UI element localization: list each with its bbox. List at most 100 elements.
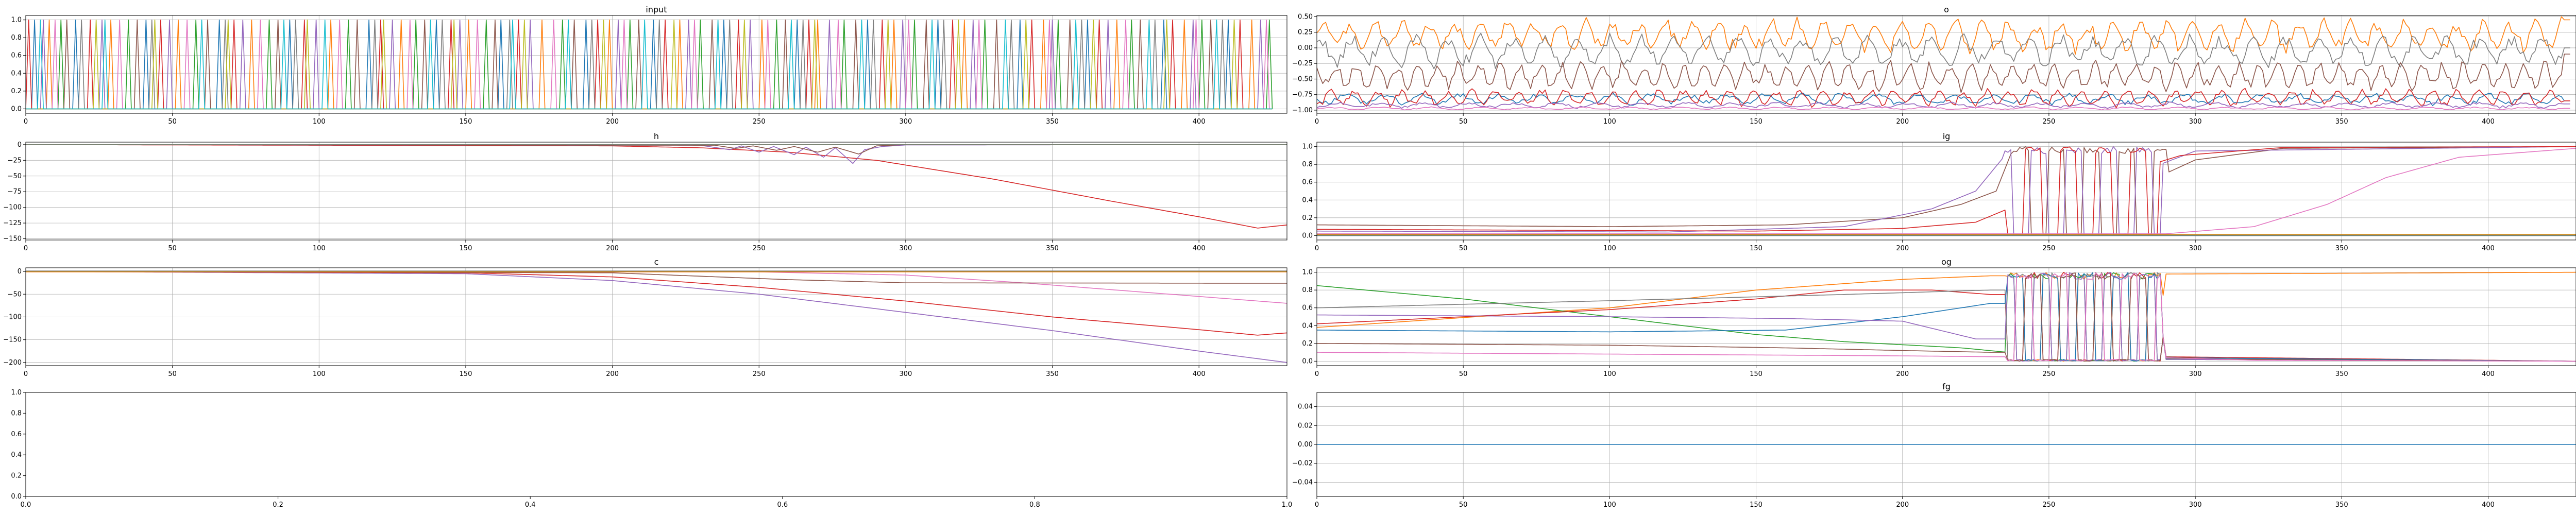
x-tick-label: 400 bbox=[1193, 370, 1206, 378]
series-group bbox=[1317, 146, 2576, 236]
series-line bbox=[26, 271, 1287, 284]
series-line bbox=[26, 19, 1273, 110]
y-tick-label: −0.50 bbox=[1292, 75, 1313, 83]
x-tick-label: 300 bbox=[2189, 118, 2202, 126]
series-group bbox=[1317, 16, 2570, 111]
x-tick-label: 1.0 bbox=[1282, 501, 1293, 509]
series-line bbox=[1317, 101, 2570, 109]
chart-title: fg bbox=[1942, 382, 1951, 391]
x-tick-label: 300 bbox=[2189, 245, 2202, 252]
x-tick-label: 0.0 bbox=[21, 501, 31, 509]
y-tick-label: 0 bbox=[18, 268, 22, 276]
y-tick-label: −0.75 bbox=[1292, 91, 1313, 99]
x-tick-label: 0.8 bbox=[1029, 501, 1040, 509]
subplot-h: 0 50 100 150 200 250 300 350 400 0 −25 −50 −75 −100 −1… bbox=[3, 131, 1287, 252]
x-tick-label: 350 bbox=[2335, 118, 2348, 126]
x-tick-label: 300 bbox=[899, 370, 912, 378]
y-tick-label: 0.6 bbox=[1302, 304, 1313, 312]
x-tick-label: 0 bbox=[24, 370, 28, 378]
series-line bbox=[1317, 88, 2570, 109]
y-tick-label: −50 bbox=[8, 290, 22, 298]
x-tick-label: 150 bbox=[1750, 501, 1762, 509]
y-tick-label: 0.00 bbox=[1298, 441, 1313, 449]
axes-frame bbox=[1316, 142, 2576, 241]
series-group bbox=[1317, 271, 2576, 362]
axes-frame bbox=[1316, 267, 2576, 366]
x-tick-label: 400 bbox=[2482, 501, 2495, 509]
x-tick-label: 250 bbox=[2043, 501, 2056, 509]
y-tick-label: 1.0 bbox=[11, 389, 22, 397]
series-line bbox=[1317, 92, 2570, 106]
x-tick-label: 150 bbox=[1750, 245, 1762, 252]
x-tick-label: 200 bbox=[606, 370, 619, 378]
x-tick-label: 300 bbox=[2189, 501, 2202, 509]
axes-frame bbox=[25, 142, 1287, 241]
series-group bbox=[26, 19, 1273, 110]
x-tick-label: 250 bbox=[2043, 245, 2056, 252]
x-tick-label: 400 bbox=[1193, 245, 1206, 252]
chart-title: input bbox=[646, 5, 667, 14]
series-line bbox=[1317, 272, 2576, 362]
y-tick-label: −75 bbox=[8, 188, 22, 196]
y-tick-label: 0.25 bbox=[1298, 29, 1313, 37]
axes-frame bbox=[25, 267, 1287, 366]
x-tick-label: 300 bbox=[2189, 370, 2202, 378]
y-tick-label: 0.00 bbox=[1298, 44, 1313, 52]
series-line bbox=[26, 144, 1287, 154]
x-tick-label: 0 bbox=[24, 118, 28, 126]
y-tick-label: 0.2 bbox=[1302, 214, 1313, 222]
x-tick-label: 200 bbox=[1896, 501, 1909, 509]
series-line bbox=[1317, 272, 2576, 362]
axes-frame bbox=[25, 15, 1287, 114]
y-tick-label: −100 bbox=[3, 204, 22, 212]
series-line bbox=[1317, 148, 2576, 234]
series-line bbox=[1317, 272, 2576, 362]
chart-title: o bbox=[1944, 5, 1949, 14]
series-line bbox=[1317, 106, 2570, 111]
x-tick-label: 0.6 bbox=[777, 501, 788, 509]
x-tick-label: 250 bbox=[2043, 118, 2056, 126]
x-tick-label: 300 bbox=[899, 118, 912, 126]
y-tick-label: 0.2 bbox=[11, 472, 22, 480]
series-line bbox=[1317, 146, 2576, 236]
y-tick-label: 0.8 bbox=[11, 34, 22, 42]
x-tick-label: 100 bbox=[313, 245, 326, 252]
x-tick-label: 100 bbox=[1603, 370, 1616, 378]
x-tick-label: 350 bbox=[2335, 501, 2348, 509]
series-line bbox=[1317, 271, 2576, 362]
y-tick-label: 0.04 bbox=[1298, 403, 1313, 411]
y-tick-label: −100 bbox=[3, 313, 22, 321]
subplot-o: 0 50 100 150 200 250 300 350 400 0.50 0.25 0.00 −0.2… bbox=[1292, 5, 2576, 126]
x-tick-label: 400 bbox=[1193, 118, 1206, 126]
x-tick-label: 100 bbox=[313, 118, 326, 126]
x-tick-label: 150 bbox=[1750, 118, 1762, 126]
x-tick-label: 0.2 bbox=[273, 501, 283, 509]
y-tick-label: 0.0 bbox=[11, 105, 22, 113]
x-tick-label: 50 bbox=[1459, 118, 1468, 126]
y-tick-label: −0.04 bbox=[1292, 478, 1313, 486]
y-tick-label: 0.50 bbox=[1298, 13, 1313, 21]
y-tick-label: −0.25 bbox=[1292, 60, 1313, 67]
x-tick-label: 200 bbox=[1896, 245, 1909, 252]
subplot-fg: 0 50 100 150 200 250 300 350 400 0.04 0.02 0.00 −0.0… bbox=[1292, 382, 2576, 509]
y-tick-label: −1.00 bbox=[1292, 107, 1313, 114]
x-tick-label: 350 bbox=[2335, 245, 2348, 252]
x-tick-label: 0 bbox=[1315, 370, 1319, 378]
y-tick-label: 0.8 bbox=[1302, 161, 1313, 168]
x-tick-label: 50 bbox=[168, 370, 177, 378]
x-tick-label: 50 bbox=[168, 245, 177, 252]
series-line bbox=[1317, 272, 2576, 362]
series-line bbox=[26, 271, 1287, 304]
series-line bbox=[1317, 272, 2576, 362]
x-tick-label: 200 bbox=[1896, 370, 1909, 378]
x-tick-label: 100 bbox=[1603, 245, 1616, 252]
x-tick-label: 150 bbox=[460, 370, 472, 378]
y-tick-label: 0.6 bbox=[1302, 179, 1313, 186]
x-tick-label: 200 bbox=[606, 118, 619, 126]
x-tick-label: 250 bbox=[2043, 370, 2056, 378]
y-tick-label: 0.8 bbox=[1302, 286, 1313, 294]
y-tick-label: 0.4 bbox=[11, 451, 22, 459]
x-tick-label: 0 bbox=[1315, 118, 1319, 126]
y-tick-label: −150 bbox=[3, 235, 22, 243]
x-tick-label: 0 bbox=[1315, 501, 1319, 509]
